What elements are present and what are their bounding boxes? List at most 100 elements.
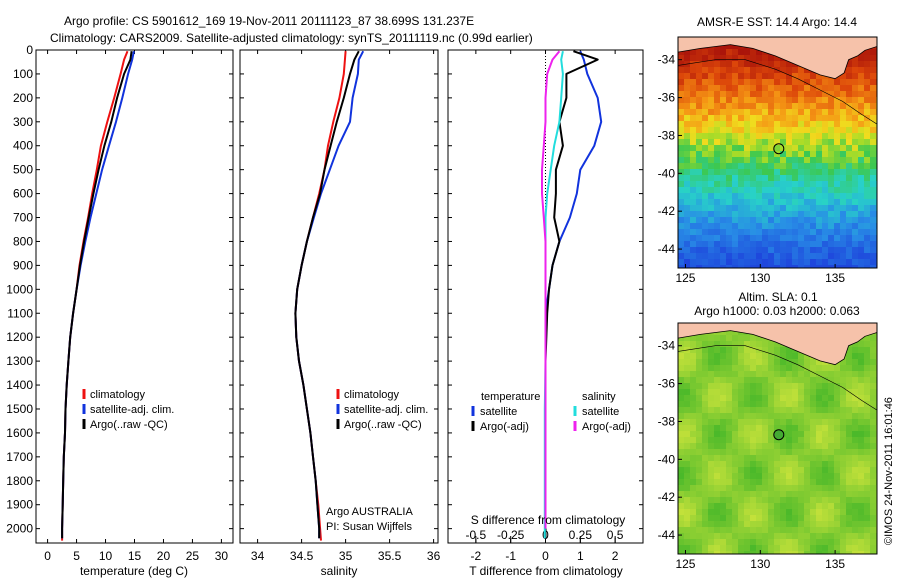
series-line-3 bbox=[541, 50, 561, 529]
heatmap-cell bbox=[870, 479, 876, 485]
series-line-0 bbox=[61, 50, 129, 541]
heatmap-cell bbox=[690, 247, 696, 253]
heatmap-cell bbox=[726, 419, 732, 425]
heatmap-cell bbox=[708, 347, 714, 353]
heatmap-cell bbox=[798, 157, 804, 163]
heatmap-cell bbox=[738, 509, 744, 515]
heatmap-cell bbox=[678, 353, 684, 359]
heatmap-cell bbox=[756, 419, 762, 425]
heatmap-cell bbox=[858, 539, 864, 545]
heatmap-cell bbox=[696, 389, 702, 395]
heatmap-cell bbox=[846, 503, 852, 509]
heatmap-cell bbox=[678, 193, 684, 199]
heatmap-cell bbox=[732, 229, 738, 235]
heatmap-cell bbox=[702, 515, 708, 521]
heatmap-cell bbox=[816, 551, 822, 554]
heatmap-cell bbox=[846, 181, 852, 187]
heatmap-cell bbox=[744, 127, 750, 133]
heatmap-cell bbox=[840, 247, 846, 253]
heatmap-cell bbox=[726, 145, 732, 151]
heatmap-cell bbox=[726, 241, 732, 247]
heatmap-cell bbox=[708, 157, 714, 163]
heatmap-cell bbox=[762, 175, 768, 181]
heatmap-cell bbox=[714, 551, 720, 554]
heatmap-cell bbox=[756, 533, 762, 539]
heatmap-cell bbox=[738, 259, 744, 265]
heatmap-cell bbox=[822, 241, 828, 247]
heatmap-cell bbox=[744, 443, 750, 449]
heatmap-cell bbox=[792, 497, 798, 503]
heatmap-cell bbox=[726, 371, 732, 377]
heatmap-cell bbox=[852, 193, 858, 199]
heatmap-cell bbox=[780, 247, 786, 253]
heatmap-cell bbox=[690, 259, 696, 265]
map-y-tick-label: -34 bbox=[658, 339, 676, 353]
heatmap-cell bbox=[774, 437, 780, 443]
heatmap-cell bbox=[726, 103, 732, 109]
heatmap-cell bbox=[870, 217, 876, 223]
heatmap-cell bbox=[834, 527, 840, 533]
heatmap-cell bbox=[726, 73, 732, 79]
heatmap-cell bbox=[714, 235, 720, 241]
heatmap-cell bbox=[780, 85, 786, 91]
heatmap-cell bbox=[744, 365, 750, 371]
heatmap-cell bbox=[768, 187, 774, 193]
heatmap-cell bbox=[810, 79, 816, 85]
heatmap-cell bbox=[846, 491, 852, 497]
heatmap-cell bbox=[780, 187, 786, 193]
heatmap-cell bbox=[840, 175, 846, 181]
heatmap-cell bbox=[762, 383, 768, 389]
heatmap-cell bbox=[840, 79, 846, 85]
heatmap-cell bbox=[834, 259, 840, 265]
heatmap-cell bbox=[822, 205, 828, 211]
heatmap-cell bbox=[696, 73, 702, 79]
heatmap-cell bbox=[678, 223, 684, 229]
heatmap-cell bbox=[846, 449, 852, 455]
heatmap-cell bbox=[738, 181, 744, 187]
heatmap-cell bbox=[720, 73, 726, 79]
heatmap-cell bbox=[726, 169, 732, 175]
heatmap-cell bbox=[732, 187, 738, 193]
sla-map-title: Altim. SLA: 0.1 bbox=[738, 290, 818, 304]
heatmap-cell bbox=[870, 491, 876, 497]
heatmap-cell bbox=[684, 115, 690, 121]
heatmap-cell bbox=[840, 485, 846, 491]
heatmap-cell bbox=[774, 193, 780, 199]
heatmap-cell bbox=[720, 479, 726, 485]
heatmap-cell bbox=[816, 175, 822, 181]
heatmap-cell bbox=[858, 79, 864, 85]
heatmap-cell bbox=[870, 79, 876, 85]
heatmap-cell bbox=[732, 413, 738, 419]
heatmap-cell bbox=[768, 181, 774, 187]
heatmap-cell bbox=[816, 187, 822, 193]
heatmap-cell bbox=[852, 67, 858, 73]
heatmap-cell bbox=[708, 359, 714, 365]
heatmap-cell bbox=[810, 241, 816, 247]
temperature-xlabel: temperature (deg C) bbox=[80, 564, 188, 578]
heatmap-cell bbox=[702, 401, 708, 407]
heatmap-cell bbox=[852, 91, 858, 97]
heatmap-cell bbox=[726, 79, 732, 85]
heatmap-cell bbox=[858, 73, 864, 79]
heatmap-cell bbox=[840, 223, 846, 229]
heatmap-cell bbox=[708, 437, 714, 443]
temperature-x-axis: 0 5 10 15 20 25 30 bbox=[44, 50, 228, 563]
heatmap-cell bbox=[798, 175, 804, 181]
heatmap-cell bbox=[714, 223, 720, 229]
heatmap-cell bbox=[750, 199, 756, 205]
heatmap-cell bbox=[768, 509, 774, 515]
heatmap-cell bbox=[858, 157, 864, 163]
heatmap-cell bbox=[762, 539, 768, 545]
heatmap-cell bbox=[846, 223, 852, 229]
heatmap-cell bbox=[858, 223, 864, 229]
x-tick-label: 0 bbox=[542, 549, 549, 563]
heatmap-cell bbox=[720, 199, 726, 205]
heatmap-cell bbox=[804, 193, 810, 199]
heatmap-cell bbox=[678, 545, 684, 551]
heatmap-cell bbox=[714, 359, 720, 365]
heatmap-cell bbox=[804, 259, 810, 265]
heatmap-cell bbox=[852, 425, 858, 431]
heatmap-cell bbox=[684, 407, 690, 413]
heatmap-cell bbox=[816, 539, 822, 545]
heatmap-cell bbox=[864, 503, 870, 509]
